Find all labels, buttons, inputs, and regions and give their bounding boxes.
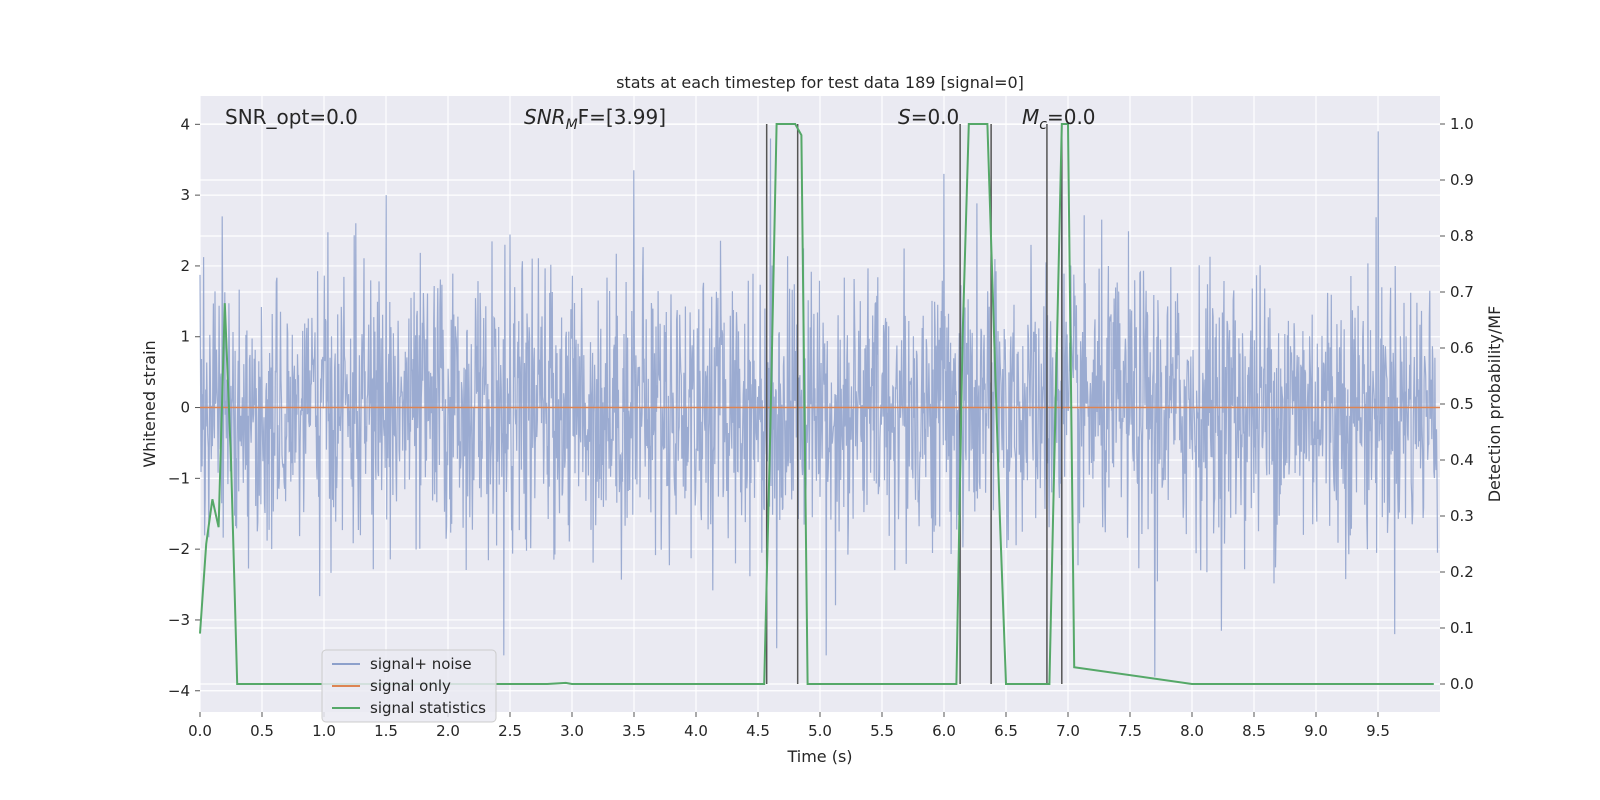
y-right-tick-label: 0.3 <box>1450 507 1474 525</box>
x-tick-label: 5.5 <box>870 722 894 740</box>
y-right-tick-label: 0.7 <box>1450 283 1474 301</box>
series-line-signal-statistics <box>199 123 1434 685</box>
x-axis-ticks: 0.0 0.5 1.0 1.5 2.0 2.5 3.0 3.5 4.0 4.5 5.0 5.5 6.0 6… <box>188 712 1390 740</box>
y-left-tick-label: 2 <box>180 257 190 275</box>
y-left-tick-label: −2 <box>168 540 190 558</box>
vertical-markers <box>765 124 1063 684</box>
y-left-axis-label: Whitened strain <box>140 340 159 467</box>
legend-label-signal-statistics: signal statistics <box>370 699 486 717</box>
x-tick-label: 9.5 <box>1366 722 1390 740</box>
y-right-tick-label: 0.8 <box>1450 227 1474 245</box>
annotation-mc-rest: =0.0 <box>1047 105 1096 129</box>
x-tick-label: 3.0 <box>560 722 584 740</box>
y-right-tick-label: 0.1 <box>1450 619 1474 637</box>
x-tick-label: 3.5 <box>622 722 646 740</box>
y-right-axis-ticks: 1.0 0.9 0.8 0.7 0.6 0.5 0.4 0.3 0.2 0.1 0.0 <box>1440 115 1474 693</box>
y-left-axis-ticks: 4 3 2 1 0 −1 −2 −3 −4 <box>168 115 200 700</box>
x-tick-label: 6.0 <box>932 722 956 740</box>
x-axis-label: Time (s) <box>786 747 852 766</box>
annotation-snr-mf: SNRMF=[3.99] <box>524 105 666 133</box>
y-left-tick-label: −1 <box>168 469 190 487</box>
legend-label-signal-noise: signal+ noise <box>370 655 472 673</box>
y-right-tick-label: 0.2 <box>1450 563 1474 581</box>
x-tick-label: 8.0 <box>1180 722 1204 740</box>
signal-statistics-series <box>199 123 1434 685</box>
y-left-tick-label: 0 <box>180 399 190 417</box>
x-tick-label: 4.5 <box>746 722 770 740</box>
annotation-snr-mf-rest: F=[3.99] <box>578 105 666 129</box>
x-tick-label: 0.0 <box>188 722 212 740</box>
x-tick-label: 6.5 <box>994 722 1018 740</box>
y-right-tick-label: 0.9 <box>1450 171 1474 189</box>
annotation-snr-mf-base: SNR <box>524 105 566 129</box>
annotation-s-rest: =0.0 <box>911 105 960 129</box>
y-left-tick-label: 4 <box>180 115 190 133</box>
legend-box <box>321 649 497 723</box>
y-left-tick-label: 1 <box>180 328 190 346</box>
x-tick-label: 8.5 <box>1242 722 1266 740</box>
annotation-s-italic: S <box>898 105 911 129</box>
chart-title: stats at each timestep for test data 189… <box>616 73 1024 92</box>
annotation-snr-opt: SNR_opt=0.0 <box>225 105 358 129</box>
x-tick-label: 5.0 <box>808 722 832 740</box>
annotation-mc-base: M <box>1022 105 1039 129</box>
annotation-mc-sub: c <box>1039 117 1047 133</box>
y-left-tick-label: −3 <box>168 611 190 629</box>
y-right-tick-label: 1.0 <box>1450 115 1474 133</box>
signal-noise-series <box>199 131 1439 677</box>
x-tick-label: 4.0 <box>684 722 708 740</box>
y-right-tick-label: 0.6 <box>1450 339 1474 357</box>
x-tick-label: 0.5 <box>250 722 274 740</box>
annotation-s: S=0.0 <box>898 105 959 129</box>
y-right-tick-label: 0.5 <box>1450 395 1474 413</box>
x-tick-label: 1.0 <box>312 722 336 740</box>
x-tick-label: 2.5 <box>498 722 522 740</box>
y-right-tick-label: 0.0 <box>1450 675 1474 693</box>
series-line-signal-noise <box>199 131 1439 677</box>
y-right-axis-label: Detection probability/MF <box>1485 306 1504 503</box>
x-tick-label: 7.0 <box>1056 722 1080 740</box>
x-tick-label: 1.5 <box>374 722 398 740</box>
annotation-snr-mf-sub: M <box>566 117 578 133</box>
x-tick-label: 2.0 <box>436 722 460 740</box>
y-left-tick-label: −4 <box>168 682 190 700</box>
annotation-mc: Mc=0.0 <box>1022 105 1096 133</box>
x-tick-label: 7.5 <box>1118 722 1142 740</box>
x-tick-label: 9.0 <box>1304 722 1328 740</box>
y-right-tick-label: 0.4 <box>1450 451 1474 469</box>
legend: signal+ noise signal only signal statist… <box>321 649 497 723</box>
legend-label-signal-only: signal only <box>370 677 451 695</box>
y-left-tick-label: 3 <box>180 186 190 204</box>
